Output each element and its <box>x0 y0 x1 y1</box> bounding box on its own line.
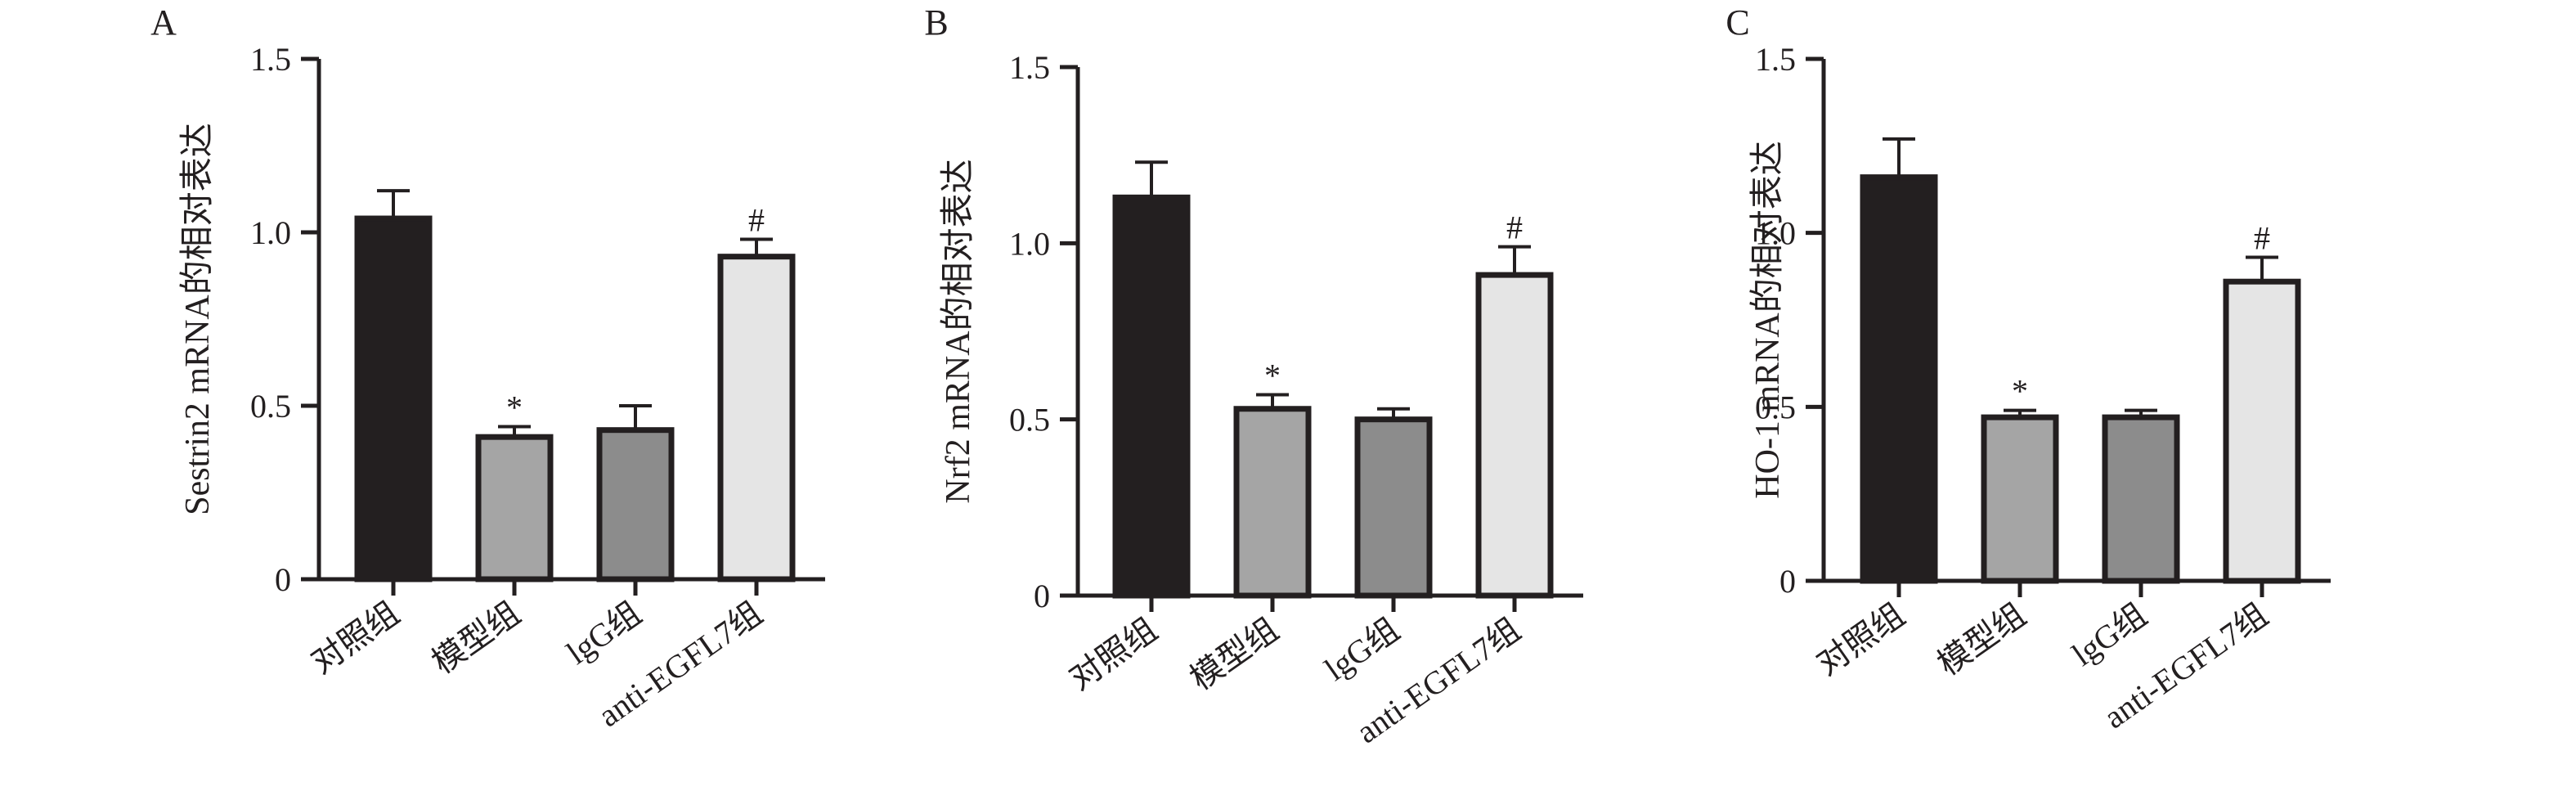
category-label: 模型组 <box>1931 596 2032 683</box>
panel-label: C <box>1726 2 1749 43</box>
panel-label: B <box>924 2 948 43</box>
y-tick-label: 1.5 <box>250 41 291 78</box>
category-label: 模型组 <box>425 595 527 681</box>
y-tick-label: 0 <box>1779 563 1796 600</box>
error-bar <box>1498 245 1531 276</box>
category-label: lgG组 <box>559 595 648 672</box>
y-tick-label: 1.0 <box>250 214 291 251</box>
bar <box>1475 272 1554 599</box>
bar <box>1354 416 1433 599</box>
category-label: 模型组 <box>1183 611 1285 698</box>
y-tick-label: 1.0 <box>1009 225 1050 262</box>
y-axis-label: Sestrin2 mRNA的相对表达 <box>179 123 217 515</box>
bar <box>717 254 796 582</box>
significance-mark: * <box>506 389 523 425</box>
y-tick-label: 1.5 <box>1755 41 1796 78</box>
bar <box>2223 278 2301 584</box>
error-bar <box>2004 408 2036 418</box>
panel-label: A <box>150 2 177 43</box>
error-bar <box>1256 393 1289 409</box>
error-bar <box>1135 160 1168 198</box>
significance-mark: # <box>748 201 765 238</box>
error-bar <box>2125 408 2157 418</box>
y-tick-label: 0 <box>1034 578 1050 614</box>
bar <box>596 427 675 582</box>
significance-mark: * <box>2012 373 2028 410</box>
category-label: lgG组 <box>2065 596 2153 673</box>
error-bar <box>1377 407 1410 420</box>
error-bar <box>498 425 531 438</box>
y-tick-label: 0 <box>275 561 291 598</box>
bar <box>1233 406 1312 599</box>
y-tick-label: 0.5 <box>250 388 291 425</box>
category-label: 对照组 <box>304 595 406 681</box>
category-label: 对照组 <box>1062 611 1164 698</box>
error-bar <box>619 404 652 430</box>
y-tick-label: 0.5 <box>1009 402 1050 438</box>
bar <box>1112 194 1191 599</box>
category-label: 对照组 <box>1810 596 1911 683</box>
y-axis-label: HO-1 mRNA的相对表达 <box>1749 141 1787 499</box>
significance-mark: # <box>2254 219 2270 256</box>
error-bar <box>740 237 773 257</box>
error-bar <box>2246 255 2278 282</box>
bar <box>354 215 433 582</box>
bar <box>1981 414 2059 584</box>
bar <box>2102 414 2180 584</box>
significance-mark: * <box>1264 358 1281 394</box>
significance-mark: # <box>1506 209 1523 246</box>
error-bar <box>1883 137 1915 178</box>
y-tick-label: 0.5 <box>1755 389 1796 425</box>
bar <box>475 434 554 582</box>
category-label: lgG组 <box>1317 611 1406 688</box>
error-bar <box>377 189 410 219</box>
y-tick-label: 1.0 <box>1755 215 1796 252</box>
y-axis-label: Nrf2 mRNA的相对表达 <box>940 159 977 503</box>
y-tick-label: 1.5 <box>1009 49 1050 86</box>
bar <box>1860 174 1938 584</box>
